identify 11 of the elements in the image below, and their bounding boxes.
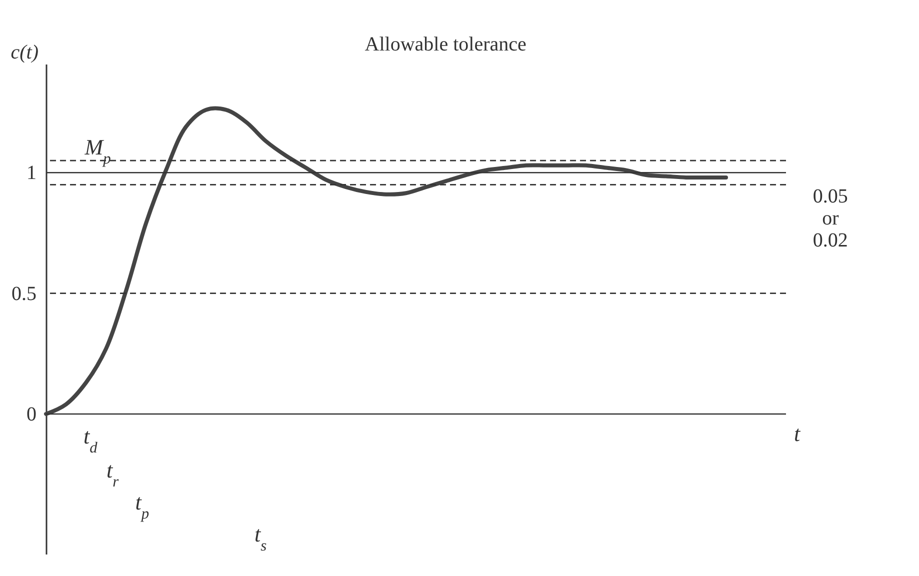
y-axis-title: c(t)	[10, 42, 39, 64]
y-tick-label: 0.5	[12, 282, 36, 305]
annotation: t$_{d}$	[83, 423, 98, 456]
y-tick-label: 0	[26, 404, 36, 426]
y-tick-label: 1	[26, 162, 36, 184]
x-axis-title: t	[794, 421, 801, 446]
annotation: t$_{r}$	[106, 458, 120, 490]
text: 0.05 or 0.02	[812, 185, 848, 252]
annotation: t$_{s}$	[254, 521, 267, 554]
text: Allowable tolerance	[364, 33, 527, 56]
annotation: t$_{p}$	[135, 490, 150, 522]
